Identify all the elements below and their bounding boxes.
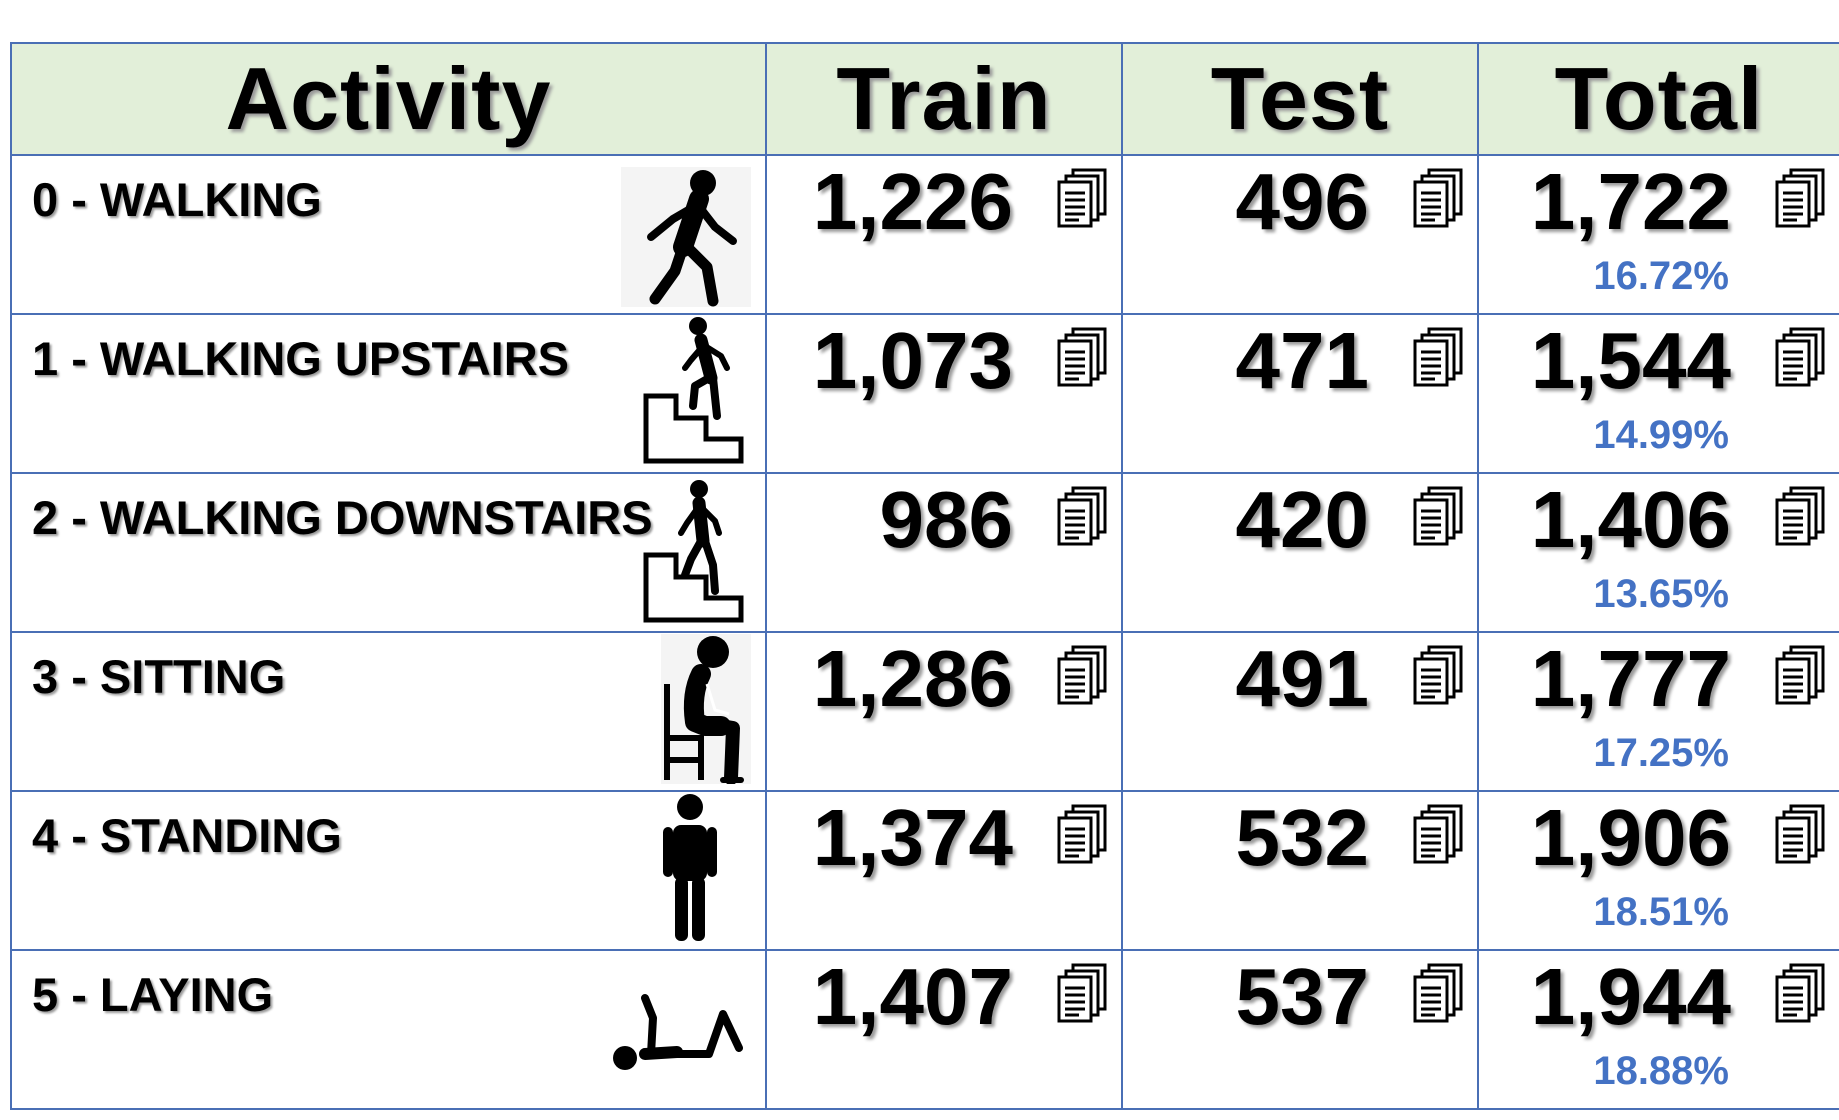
activity-label: 4 - STANDING [32, 809, 342, 862]
table-row: 0 - WALKING 1,226 [10, 154, 1839, 315]
total-cell: 1,544 14.99% [1477, 313, 1839, 474]
table-row: 4 - STANDING 1,374 [10, 790, 1839, 951]
copy-icon[interactable] [1775, 168, 1827, 230]
activity-label: 1 - WALKING UPSTAIRS [32, 332, 570, 385]
table-row: 5 - LAYING 1,407 537 [10, 949, 1839, 1110]
total-count: 1,944 [1530, 952, 1731, 1041]
total-count: 1,722 [1530, 157, 1731, 246]
train-cell: 1,226 [765, 154, 1123, 315]
copy-icon[interactable] [1057, 645, 1109, 707]
test-count: 491 [1235, 634, 1369, 723]
activity-cell: 4 - STANDING [10, 790, 767, 951]
test-cell: 491 [1121, 631, 1479, 792]
train-count: 1,407 [812, 952, 1013, 1041]
train-cell: 1,374 [765, 790, 1123, 951]
train-count: 1,286 [812, 634, 1013, 723]
total-cell: 1,944 18.88% [1477, 949, 1839, 1110]
activity-label: 3 - SITTING [32, 650, 286, 703]
train-cell: 1,407 [765, 949, 1123, 1110]
activity-label: 5 - LAYING [32, 968, 274, 1021]
total-percent: 18.51% [1593, 890, 1729, 934]
laying-icon [613, 994, 743, 1070]
total-count: 1,544 [1530, 316, 1731, 405]
train-count: 1,226 [812, 157, 1013, 246]
copy-icon[interactable] [1413, 645, 1465, 707]
total-count: 1,406 [1530, 475, 1731, 564]
train-count: 1,073 [812, 316, 1013, 405]
copy-icon[interactable] [1057, 486, 1109, 548]
activity-table: Activity Train Test Total 0 - WALKING [10, 42, 1839, 1110]
total-cell: 1,777 17.25% [1477, 631, 1839, 792]
total-percent: 17.25% [1593, 731, 1729, 775]
test-count: 471 [1235, 316, 1369, 405]
test-cell: 420 [1121, 472, 1479, 633]
total-cell: 1,406 13.65% [1477, 472, 1839, 633]
test-count: 532 [1235, 793, 1369, 882]
activity-cell: 0 - WALKING [10, 154, 767, 315]
train-cell: 1,073 [765, 313, 1123, 474]
test-cell: 532 [1121, 790, 1479, 951]
total-percent: 14.99% [1593, 413, 1729, 457]
train-cell: 986 [765, 472, 1123, 633]
table-row: 2 - WALKING DOWNSTAIRS 986 [10, 472, 1839, 633]
activity-cell: 2 - WALKING DOWNSTAIRS [10, 472, 767, 633]
activity-cell: 1 - WALKING UPSTAIRS [10, 313, 767, 474]
walking-downstairs-icon [643, 480, 744, 623]
header-total: Total [1477, 42, 1839, 156]
test-count: 537 [1235, 952, 1369, 1041]
activity-label: 0 - WALKING [32, 173, 322, 226]
activity-cell: 5 - LAYING [10, 949, 767, 1110]
test-count: 420 [1235, 475, 1369, 564]
total-percent: 13.65% [1593, 572, 1729, 616]
copy-icon[interactable] [1057, 327, 1109, 389]
copy-icon[interactable] [1775, 804, 1827, 866]
sitting-icon [661, 634, 751, 784]
header-test: Test [1121, 42, 1479, 156]
copy-icon[interactable] [1775, 327, 1827, 389]
header-activity: Activity [10, 42, 767, 156]
header-row: Activity Train Test Total [10, 42, 1839, 156]
train-cell: 1,286 [765, 631, 1123, 792]
train-count: 986 [879, 475, 1013, 564]
walking-icon [621, 167, 751, 307]
total-count: 1,906 [1530, 793, 1731, 882]
total-cell: 1,906 18.51% [1477, 790, 1839, 951]
table-row: 1 - WALKING UPSTAIRS 1,073 [10, 313, 1839, 474]
table-row: 3 - SITTING 1,286 [10, 631, 1839, 792]
copy-icon[interactable] [1775, 645, 1827, 707]
copy-icon[interactable] [1413, 963, 1465, 1025]
test-count: 496 [1235, 157, 1369, 246]
copy-icon[interactable] [1413, 327, 1465, 389]
copy-icon[interactable] [1057, 168, 1109, 230]
test-cell: 496 [1121, 154, 1479, 315]
total-cell: 1,722 16.72% [1477, 154, 1839, 315]
test-cell: 471 [1121, 313, 1479, 474]
test-cell: 537 [1121, 949, 1479, 1110]
train-count: 1,374 [812, 793, 1013, 882]
activity-label: 2 - WALKING DOWNSTAIRS [32, 491, 653, 544]
copy-icon[interactable] [1413, 486, 1465, 548]
copy-icon[interactable] [1057, 804, 1109, 866]
total-count: 1,777 [1530, 634, 1731, 723]
copy-icon[interactable] [1775, 963, 1827, 1025]
total-percent: 18.88% [1593, 1049, 1729, 1093]
copy-icon[interactable] [1413, 804, 1465, 866]
activity-cell: 3 - SITTING [10, 631, 767, 792]
copy-icon[interactable] [1057, 963, 1109, 1025]
header-train: Train [765, 42, 1123, 156]
total-percent: 16.72% [1593, 254, 1729, 298]
standing-icon [663, 794, 717, 941]
walking-upstairs-icon [643, 317, 744, 464]
copy-icon[interactable] [1775, 486, 1827, 548]
copy-icon[interactable] [1413, 168, 1465, 230]
